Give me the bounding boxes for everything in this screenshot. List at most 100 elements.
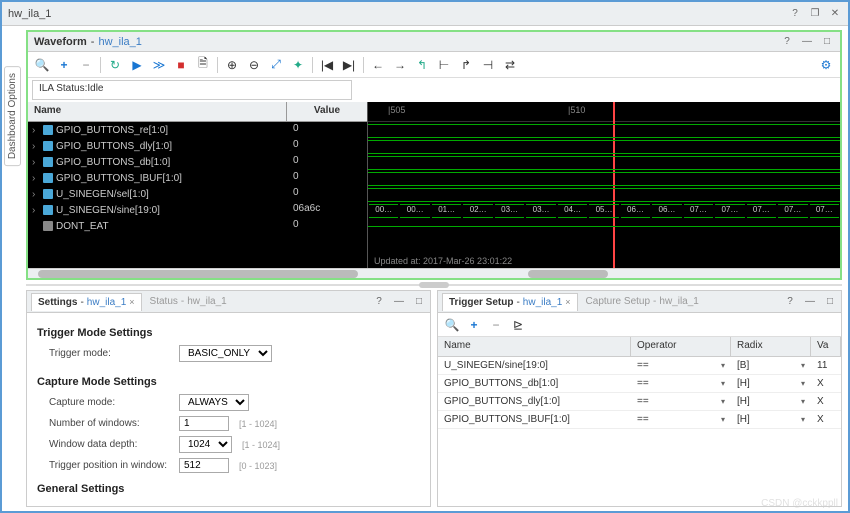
trigger-radix-select[interactable]: [H]▾ [731,411,811,428]
tab-capture-setup[interactable]: Capture Setup - hw_ila_1 [580,293,705,310]
play-button[interactable]: ▶ [127,55,147,75]
dashboard-options-tab[interactable]: Dashboard Options [4,66,21,166]
waveform-canvas[interactable]: |505 |510 00…00…01…02…03…03…04…05…06…06…… [368,102,840,268]
trigger-row[interactable]: GPIO_BUTTONS_dly[1:0] ==▾ [H]▾ X [438,393,841,411]
signal-row[interactable]: ›U_SINEGEN/sel[1:0]0 [28,186,367,202]
signal-trace [368,226,840,227]
signal-row[interactable]: ›GPIO_BUTTONS_db[1:0]0 [28,154,367,170]
ts-gate-icon[interactable]: ⊵ [508,315,528,335]
refresh-icon[interactable]: ↻ [105,55,125,75]
add-button[interactable]: + [54,55,74,75]
trigger-radix-select[interactable]: [H]▾ [731,375,811,392]
cursor-icon[interactable]: ✦ [288,55,308,75]
signal-row[interactable]: DONT_EAT0 [28,218,367,234]
waveform-ruler: |505 |510 [368,102,840,122]
signal-name: GPIO_BUTTONS_IBUF[1:0] [56,173,182,184]
signal-row[interactable]: ›GPIO_BUTTONS_IBUF[1:0]0 [28,170,367,186]
panel-minimize-icon[interactable]: — [803,295,817,309]
signal-icon [43,173,53,183]
export-icon[interactable]: 🗎 [193,55,213,75]
ts-search-icon[interactable]: 🔍 [442,315,462,335]
trigger-value[interactable]: 11 [811,357,841,374]
stop-button[interactable]: ■ [171,55,191,75]
panel-help-icon[interactable]: ? [783,295,797,309]
signal-table: Name Value ›GPIO_BUTTONS_re[1:0]0›GPIO_B… [28,102,368,268]
trigger-radix-select[interactable]: [B]▾ [731,357,811,374]
scroll-thumb-left[interactable] [38,270,358,278]
wf-maximize-icon[interactable]: □ [820,35,834,49]
restore-icon[interactable]: ❐ [808,7,822,21]
zoom-fit-icon[interactable]: ⤢ [266,55,286,75]
trigger-mode-select[interactable]: BASIC_ONLY [179,345,272,362]
close-icon[interactable]: ✕ [828,7,842,21]
signal-row[interactable]: ›GPIO_BUTTONS_dly[1:0]0 [28,138,367,154]
bus-segment: 02… [463,204,492,218]
trig-pos-input[interactable] [179,458,229,473]
bus-trace: 00…00…01…02…03…03…04…05…06…06…07…07…07…0… [368,204,840,218]
capture-mode-select[interactable]: ALWAYS [179,394,249,411]
trigger-value[interactable]: X [811,393,841,410]
main-column: Waveform - hw_ila_1 ? — □ 🔍 + − [2,26,848,511]
trigger-value[interactable]: X [811,411,841,428]
col-name-header: Name [28,102,287,121]
num-windows-input[interactable] [179,416,229,431]
swap-icon[interactable]: ⇄ [500,55,520,75]
trigger-value[interactable]: X [811,375,841,392]
bus-segment: 07… [778,204,807,218]
waveform-timestamp: Updated at: 2017-Mar-26 23:01:22 [368,256,518,268]
prev-edge-icon[interactable]: ↰ [412,55,432,75]
tab-settings[interactable]: Settings - hw_ila_1 × [31,293,142,311]
trigger-op-select[interactable]: ==▾ [631,357,731,374]
panel-maximize-icon[interactable]: □ [412,295,426,309]
signal-row[interactable]: ›GPIO_BUTTONS_re[1:0]0 [28,122,367,138]
wf-minimize-icon[interactable]: — [800,35,814,49]
next-edge-icon[interactable]: ↱ [456,55,476,75]
trigger-mode-label: Trigger mode: [49,348,169,359]
search-icon[interactable]: 🔍 [32,55,52,75]
zoom-out-icon[interactable]: ⊖ [244,55,264,75]
panel-maximize-icon[interactable]: □ [823,295,837,309]
data-depth-select[interactable]: 1024 [179,436,232,453]
waveform-panel: Waveform - hw_ila_1 ? — □ 🔍 + − [26,30,842,280]
fast-forward-button[interactable]: ≫ [149,55,169,75]
signal-value: 0 [287,122,367,138]
panel-help-icon[interactable]: ? [372,295,386,309]
trigger-row[interactable]: GPIO_BUTTONS_db[1:0] ==▾ [H]▾ X [438,375,841,393]
trigger-radix-select[interactable]: [H]▾ [731,393,811,410]
trigger-row[interactable]: GPIO_BUTTONS_IBUF[1:0] ==▾ [H]▾ X [438,411,841,429]
vertical-resize-handle[interactable] [26,284,842,286]
scroll-thumb-right[interactable] [528,270,608,278]
waveform-toolbar: 🔍 + − ↻ ▶ ≫ ■ 🗎 ⊕ ⊖ ⤢ ✦ [28,52,840,78]
marker1-icon[interactable]: ⊢ [434,55,454,75]
trigger-name: U_SINEGEN/sine[19:0] [438,357,631,374]
signal-icon [43,205,53,215]
go-first-icon[interactable]: |◀ [317,55,337,75]
tab-trigger-setup[interactable]: Trigger Setup - hw_ila_1 × [442,293,578,311]
trigger-op-select[interactable]: ==▾ [631,393,731,410]
go-last-icon[interactable]: ▶| [339,55,359,75]
tab-close-icon[interactable]: × [129,297,134,307]
remove-button[interactable]: − [76,55,96,75]
prev-icon[interactable]: ← [368,55,388,75]
marker2-icon[interactable]: ⊣ [478,55,498,75]
help-icon[interactable]: ? [788,7,802,21]
bus-segment: 03… [526,204,555,218]
trigger-op-select[interactable]: ==▾ [631,411,731,428]
panel-minimize-icon[interactable]: — [392,295,406,309]
trigger-op-select[interactable]: ==▾ [631,375,731,392]
signal-trace [368,172,840,186]
tab-close-icon[interactable]: × [565,297,570,307]
zoom-in-icon[interactable]: ⊕ [222,55,242,75]
settings-gear-icon[interactable]: ⚙ [816,55,836,75]
waveform-signals: 00…00…01…02…03…03…04…05…06…06…07…07…07…0… [368,122,840,256]
ts-remove-button[interactable]: − [486,315,506,335]
wf-help-icon[interactable]: ? [780,35,794,49]
ts-add-button[interactable]: + [464,315,484,335]
trigger-row[interactable]: U_SINEGEN/sine[19:0] ==▾ [B]▾ 11 [438,357,841,375]
body-area: Dashboard Options Waveform - hw_ila_1 ? … [2,26,848,511]
trig-pos-label: Trigger position in window: [49,460,169,471]
tab-status[interactable]: Status - hw_ila_1 [144,293,233,310]
signal-row[interactable]: ›U_SINEGEN/sine[19:0]06a6c [28,202,367,218]
waveform-hscroll[interactable] [28,268,840,278]
next-icon[interactable]: → [390,55,410,75]
